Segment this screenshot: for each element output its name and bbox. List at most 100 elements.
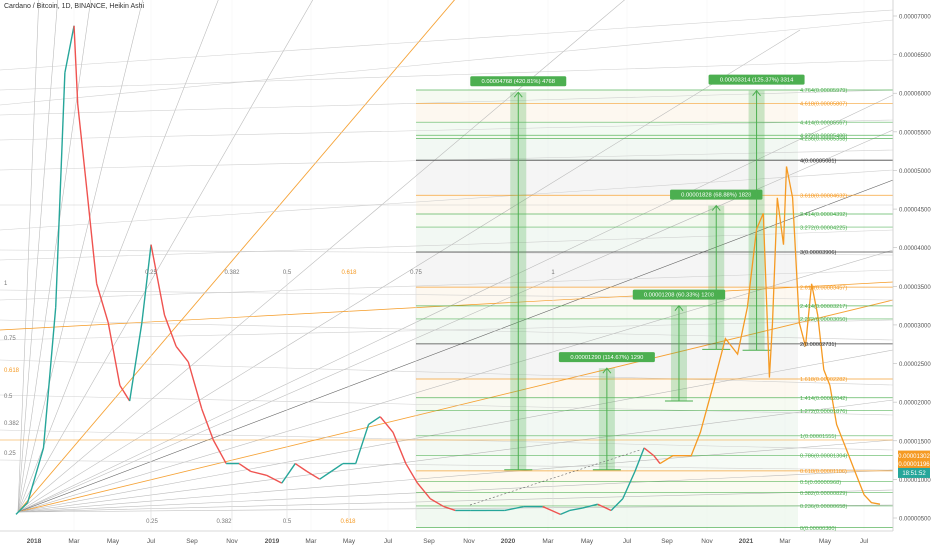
measure-label-box [470,76,567,87]
y-tick-label: 0.00001000 [899,478,931,484]
x-tick-label: 2019 [265,538,280,545]
x-tick-label: Sep [661,538,673,545]
measure-label: 0.00003314 (125.37%) 3314 [720,78,794,84]
trend-line [0,459,894,471]
y-tick-label: 0.00003000 [899,323,931,329]
price-candle-segment [542,505,561,516]
y-tick-label: 0.00007000 [899,15,931,21]
x-tick-label: May [819,538,832,545]
fib-level-label: 2.272(0.00003050) [800,317,847,323]
fib-level-label: 0.382(0.00000829) [800,491,847,497]
fan-line [17,29,801,513]
trend-line [0,59,894,91]
fan-line [17,0,219,513]
fan-line [17,469,894,513]
fib-retracement-levels [416,89,893,529]
price-candle-segment [319,470,332,480]
fan-label-top: 0.618 [341,270,357,276]
fib-level-label: 3.272(0.00004225) [800,225,847,231]
fan-label-left: 0.25 [4,451,16,457]
price-candle-segment [250,470,267,476]
fib-level-label: 4.414(0.00005567) [800,120,847,126]
measure-label: 0.00001828 (68.88%) 1828 [681,193,751,199]
fib-level-label: 4.618(0.00005807) [800,102,847,108]
trend-line [0,269,894,301]
price-candle-segment [266,474,283,484]
fib-level-label: 2.618(0.00003457) [800,285,847,291]
x-tick-label: Jul [147,538,156,545]
measure-label: 0.00001290 (114.67%) 1290 [570,355,643,361]
fan-line [17,0,314,513]
price-candle-segment [281,463,296,484]
y-tick-label: 0.00004000 [899,246,931,252]
price-candle-segment [643,447,655,457]
price-candle-segment [77,103,88,191]
fib-level-label: 3(0.00003906) [800,250,837,256]
x-tick-label: 2018 [27,538,42,545]
price-candle-segment [107,322,121,386]
fan-line [17,0,625,513]
price-candle-segment [392,432,407,464]
trend-line [0,9,894,71]
price-candle-segment [95,283,109,324]
price-candle-segment [128,322,143,402]
fan-line [17,0,144,513]
fan-label-bottom: 0.5 [283,519,292,525]
price-candle-segment [504,505,524,512]
measure-arrow [513,91,523,98]
x-tick-label: Jul [384,538,393,545]
fib-zone-fill [416,122,798,136]
fib-level-label: 0.618(0.00001106) [800,469,847,475]
price-series [15,25,881,516]
x-tick-label: 2021 [739,538,754,545]
fan-line [17,0,456,513]
trend-line [0,89,894,116]
x-tick-label: May [107,538,120,545]
x-tick-label: Mar [68,538,80,545]
y-tick-label: 0.00005000 [899,169,931,175]
fib-zone-fill [416,138,798,161]
x-tick-label: Mar [305,538,317,545]
fib-zone-fill [416,103,798,123]
price-candle-segment [610,498,624,511]
price-candle-segment [330,462,344,472]
fan-label-left: 0.5 [4,394,13,400]
fib-level-label: 0(0.00000380) [800,526,837,532]
price-tag-box [898,450,930,461]
fib-level-label: 0.5(0.00000968) [800,480,841,486]
price-candle-segment [622,471,636,500]
fib-level-label: 3.618(0.00004632) [800,193,847,199]
fib-zone-fill [416,252,798,288]
fan-label-top: 0.5 [283,270,292,276]
fan-label-top: 0.382 [224,270,240,276]
fib-level-label: 2(0.00002731) [800,342,837,348]
fan-line [17,249,894,513]
fan-label-top: 0.25 [145,270,157,276]
price-candle-segment [238,462,252,472]
y-tick-label: 0.00001500 [899,439,931,445]
price-candle-segment [443,505,456,512]
fib-level-label: 4.272(0.00005400) [800,133,847,139]
trend-line [0,169,894,231]
fib-level-label: 1.272(0.00001876) [800,409,847,415]
fib-level-label: 1.414(0.00002042) [800,396,847,402]
price-candle-segment [212,439,227,464]
fib-level-label: 0.786(0.00001304) [800,454,847,460]
price-candle-segment [150,244,166,316]
price-candle-segment [306,470,321,480]
fan-line [17,0,40,513]
x-tick-label: Nov [701,538,713,545]
price-candle-segment [560,509,570,516]
fan-label-bottom: 0.382 [216,519,232,525]
fan-line [17,439,894,513]
measure-arrow [752,89,761,96]
price-candle-segment [416,482,431,500]
measure-label-box [632,289,726,300]
trend-line [0,19,894,106]
x-tick-label: 2020 [501,538,516,545]
price-candle-segment [653,455,661,464]
measure-label: 0.00004768 (420.81%) 4768 [482,79,556,85]
fib-zone-fill [416,195,798,215]
measure-label-box [708,74,805,85]
